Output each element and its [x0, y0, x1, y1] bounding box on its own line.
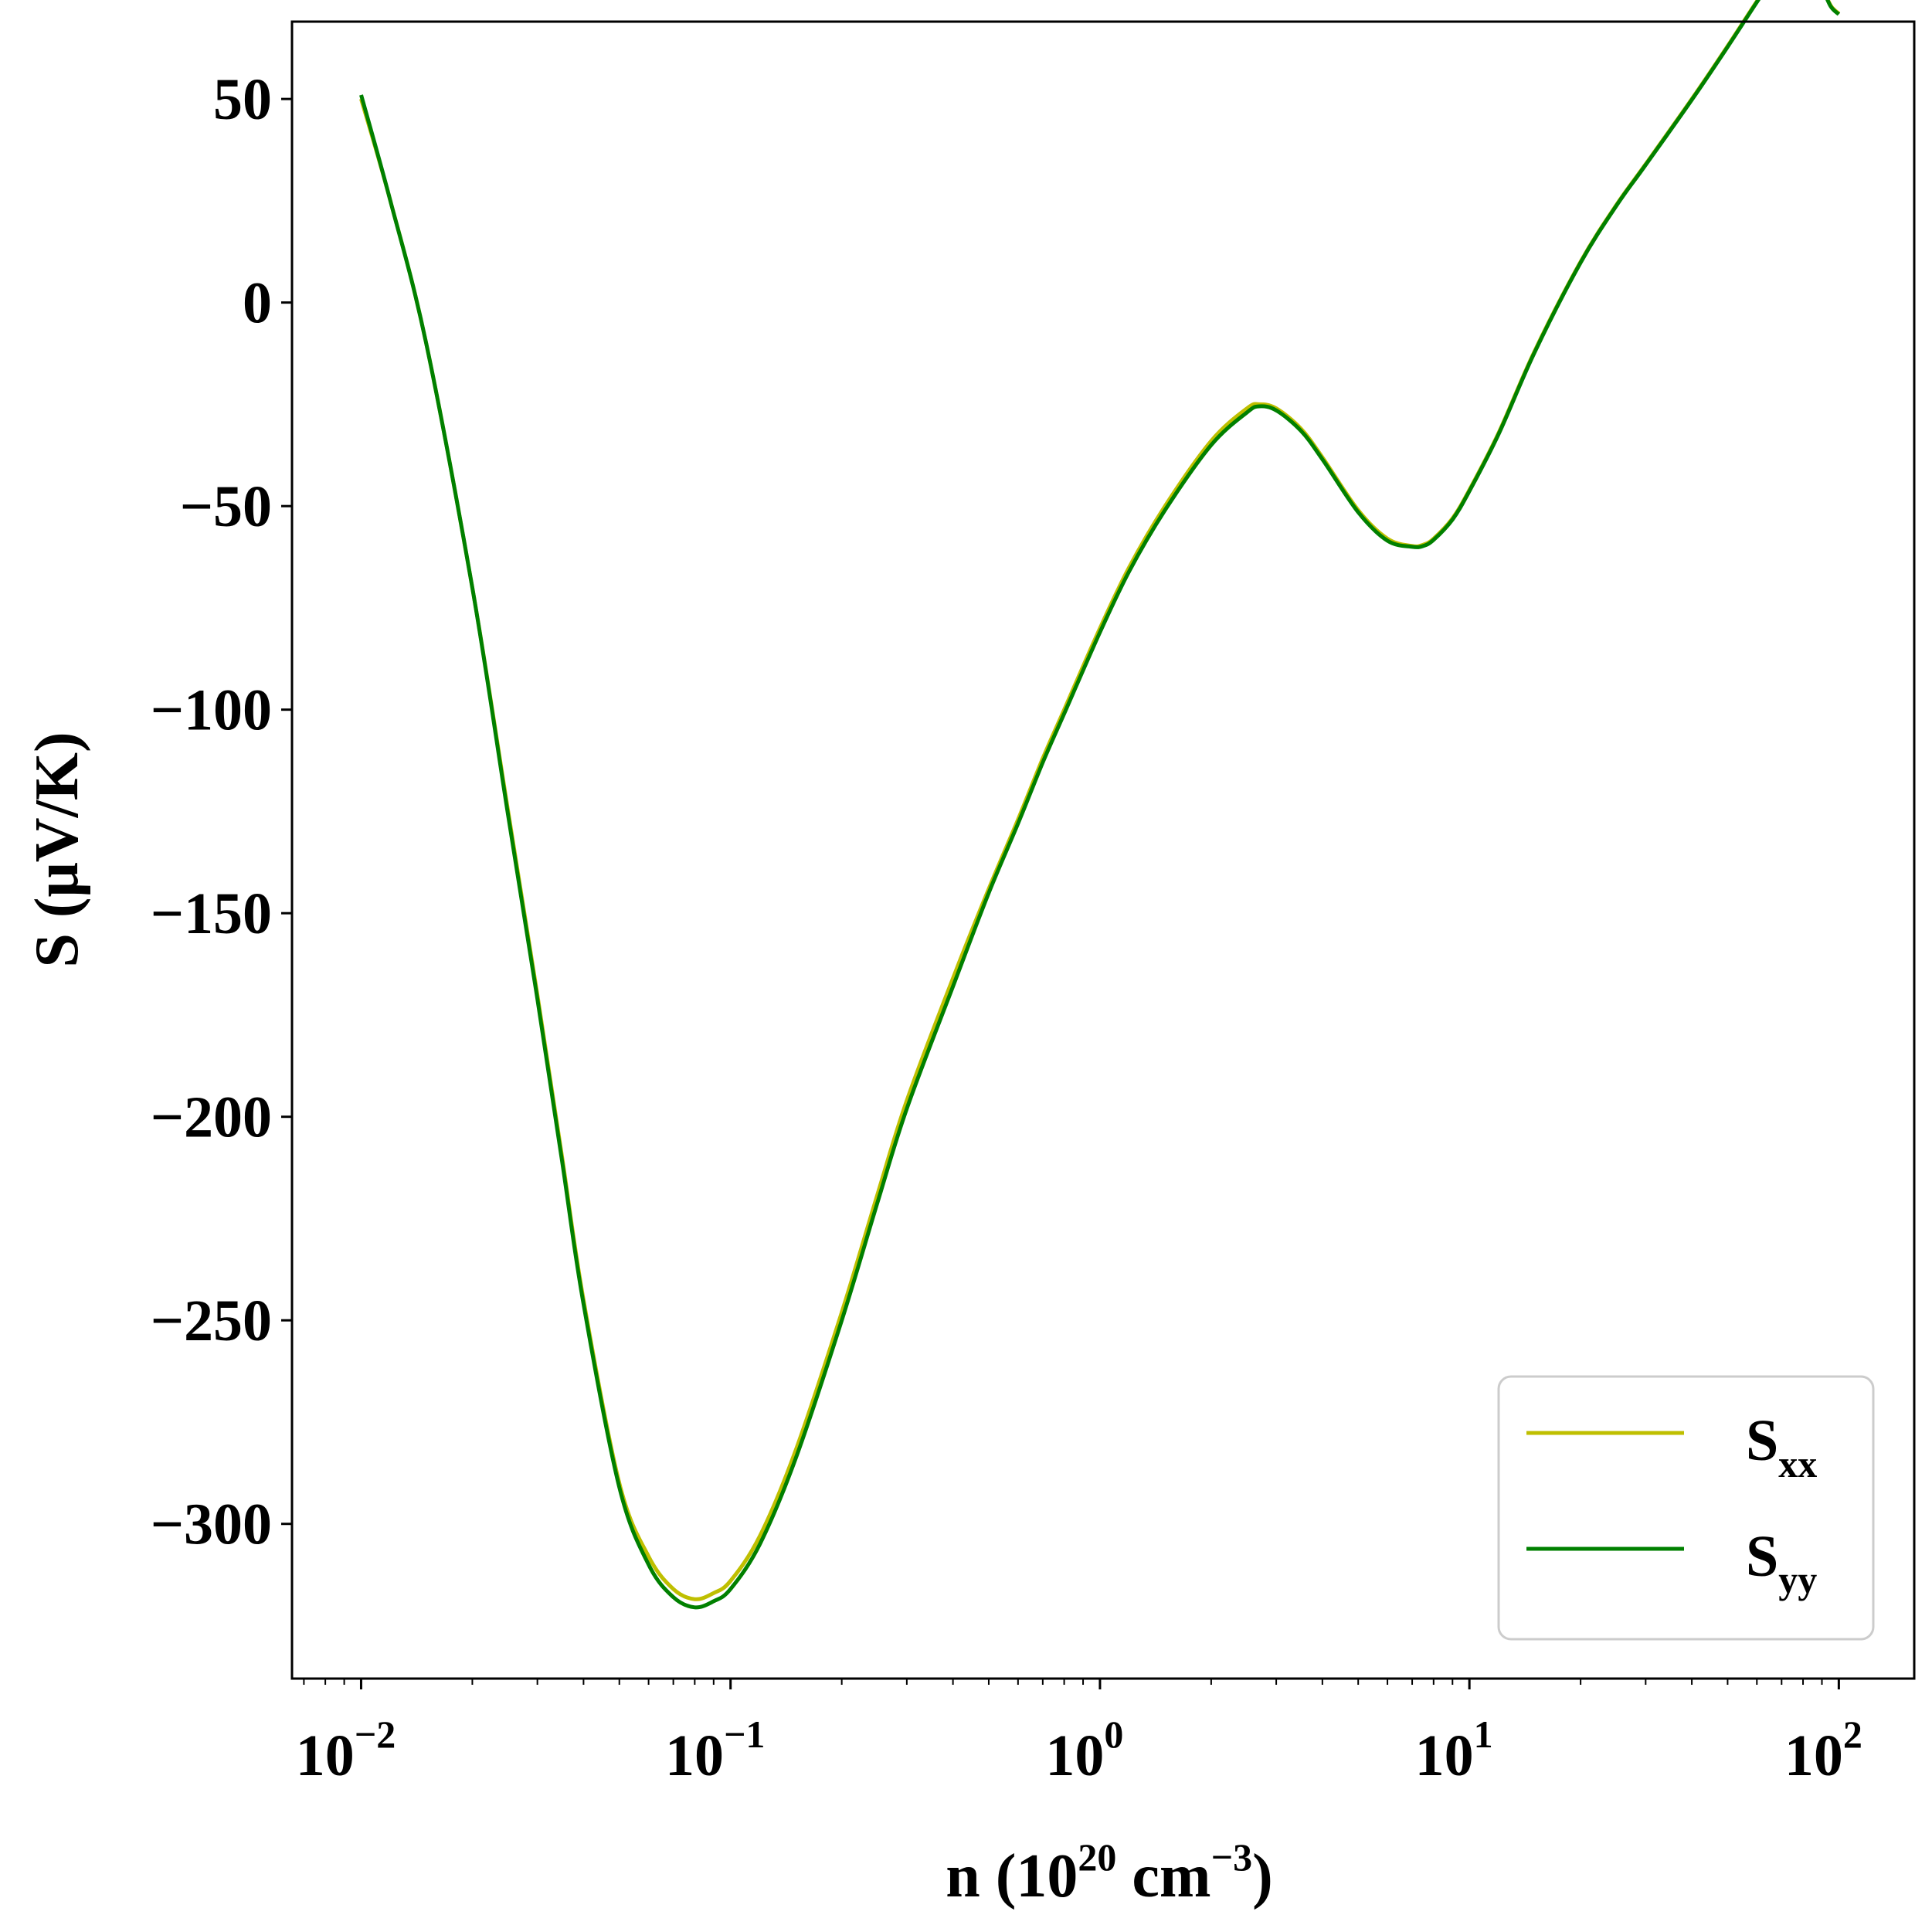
y-tick-label: −100 [151, 678, 272, 743]
y-tick-label: −300 [151, 1492, 272, 1557]
x-axis-ticks: 10−2 10−1 100 101 102 [296, 1679, 1862, 1788]
legend: Sxx Syy [1497, 1375, 1875, 1641]
y-tick-label: −250 [151, 1288, 272, 1353]
y-axis-ticks: 50 0 −50 −100 −150 −200 −250 −300 [151, 67, 292, 1557]
series-layer [359, 0, 1841, 1610]
y-axis-title: S (μV/K) [23, 732, 91, 967]
legend-label-sxx: Sxx [1746, 1408, 1817, 1485]
x-tick-label: 100 [1045, 1713, 1123, 1788]
x-tick-label: 10−1 [665, 1713, 766, 1788]
x-axis-title: n (1020 cm−3) [946, 1835, 1272, 1910]
x-tick-label: 10−2 [296, 1713, 396, 1788]
y-tick-label: −200 [151, 1085, 272, 1150]
x-tick-label: 101 [1415, 1713, 1493, 1788]
plot-frame [290, 20, 1916, 1680]
legend-label-syy: Syy [1746, 1524, 1817, 1601]
x-tick-label: 102 [1784, 1713, 1862, 1788]
legend-box [1497, 1375, 1875, 1641]
series-line-yy [359, 0, 1841, 1610]
y-tick-label: 50 [213, 67, 272, 132]
y-tick-label: 0 [243, 271, 272, 336]
y-tick-label: −50 [180, 474, 272, 539]
y-tick-label: −150 [151, 881, 272, 946]
